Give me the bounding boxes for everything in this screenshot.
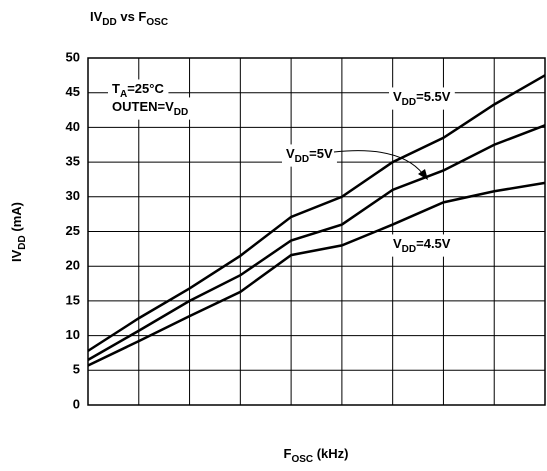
series-label-part: V bbox=[393, 236, 402, 251]
series-label: VDD=5V bbox=[286, 146, 333, 164]
chart-title: IVDD vs FOSC bbox=[90, 9, 168, 27]
series-label: VDD=4.5V bbox=[393, 236, 451, 254]
y-tick-label: 35 bbox=[66, 154, 80, 169]
y-tick-label: 10 bbox=[66, 327, 80, 342]
series-label-part: DD bbox=[295, 154, 309, 165]
x-axis-label-part: (kHz) bbox=[313, 446, 348, 461]
series-label-part: V bbox=[393, 89, 402, 104]
series-label-part: V bbox=[286, 146, 295, 161]
y-axis-label-part: IV bbox=[9, 249, 24, 262]
x-axis-label: FOSC (kHz) bbox=[283, 446, 348, 464]
annotation-part: =25°C bbox=[127, 81, 164, 96]
series-line bbox=[87, 181, 546, 367]
y-tick-label: 5 bbox=[73, 362, 80, 377]
x-axis-label-part: OSC bbox=[291, 454, 313, 465]
series-label-part: =5.5V bbox=[416, 89, 451, 104]
y-tick-label: 40 bbox=[66, 119, 80, 134]
y-axis-label-part: DD bbox=[17, 235, 28, 249]
x-axis-label-part: F bbox=[283, 446, 291, 461]
annotation-part: OUTEN=V bbox=[112, 99, 174, 114]
series-label-bg bbox=[282, 144, 337, 167]
series-label-bg bbox=[389, 234, 455, 257]
series-label-bg bbox=[389, 87, 455, 110]
annotation-part: T bbox=[112, 81, 120, 96]
series-label-part: DD bbox=[402, 97, 416, 108]
arrow bbox=[333, 150, 424, 175]
annotation-bg bbox=[108, 79, 169, 102]
series-line bbox=[87, 124, 546, 361]
y-tick-label: 50 bbox=[66, 49, 80, 64]
plot-frame bbox=[87, 57, 546, 406]
series-label-part: =4.5V bbox=[416, 236, 451, 251]
annotation-part: A bbox=[120, 89, 127, 100]
series-label-part: =5V bbox=[309, 146, 333, 161]
series-label: VDD=5.5V bbox=[393, 89, 451, 107]
y-tick-label: 25 bbox=[66, 223, 80, 238]
annotation: TA=25°C bbox=[112, 81, 164, 99]
arrow-head bbox=[418, 169, 428, 180]
annotation: OUTEN=VDD bbox=[112, 99, 188, 117]
annotation-part: DD bbox=[174, 107, 188, 118]
y-axis-label: IVDD (mA) bbox=[9, 202, 27, 262]
chart-title-part: IV bbox=[90, 9, 103, 24]
y-tick-label: 15 bbox=[66, 292, 80, 307]
y-tick-label: 30 bbox=[66, 188, 80, 203]
chart-title-part: OSC bbox=[146, 17, 168, 28]
series-label-part: DD bbox=[402, 244, 416, 255]
chart-title-part: vs F bbox=[117, 9, 147, 24]
y-axis-label-part: (mA) bbox=[9, 202, 24, 235]
annotation-bg bbox=[108, 97, 193, 120]
y-tick-label: 45 bbox=[66, 84, 80, 99]
y-tick-label: 0 bbox=[73, 396, 80, 411]
chart-title-part: DD bbox=[102, 17, 116, 28]
series-line bbox=[87, 74, 546, 352]
y-tick-label: 20 bbox=[66, 258, 80, 273]
